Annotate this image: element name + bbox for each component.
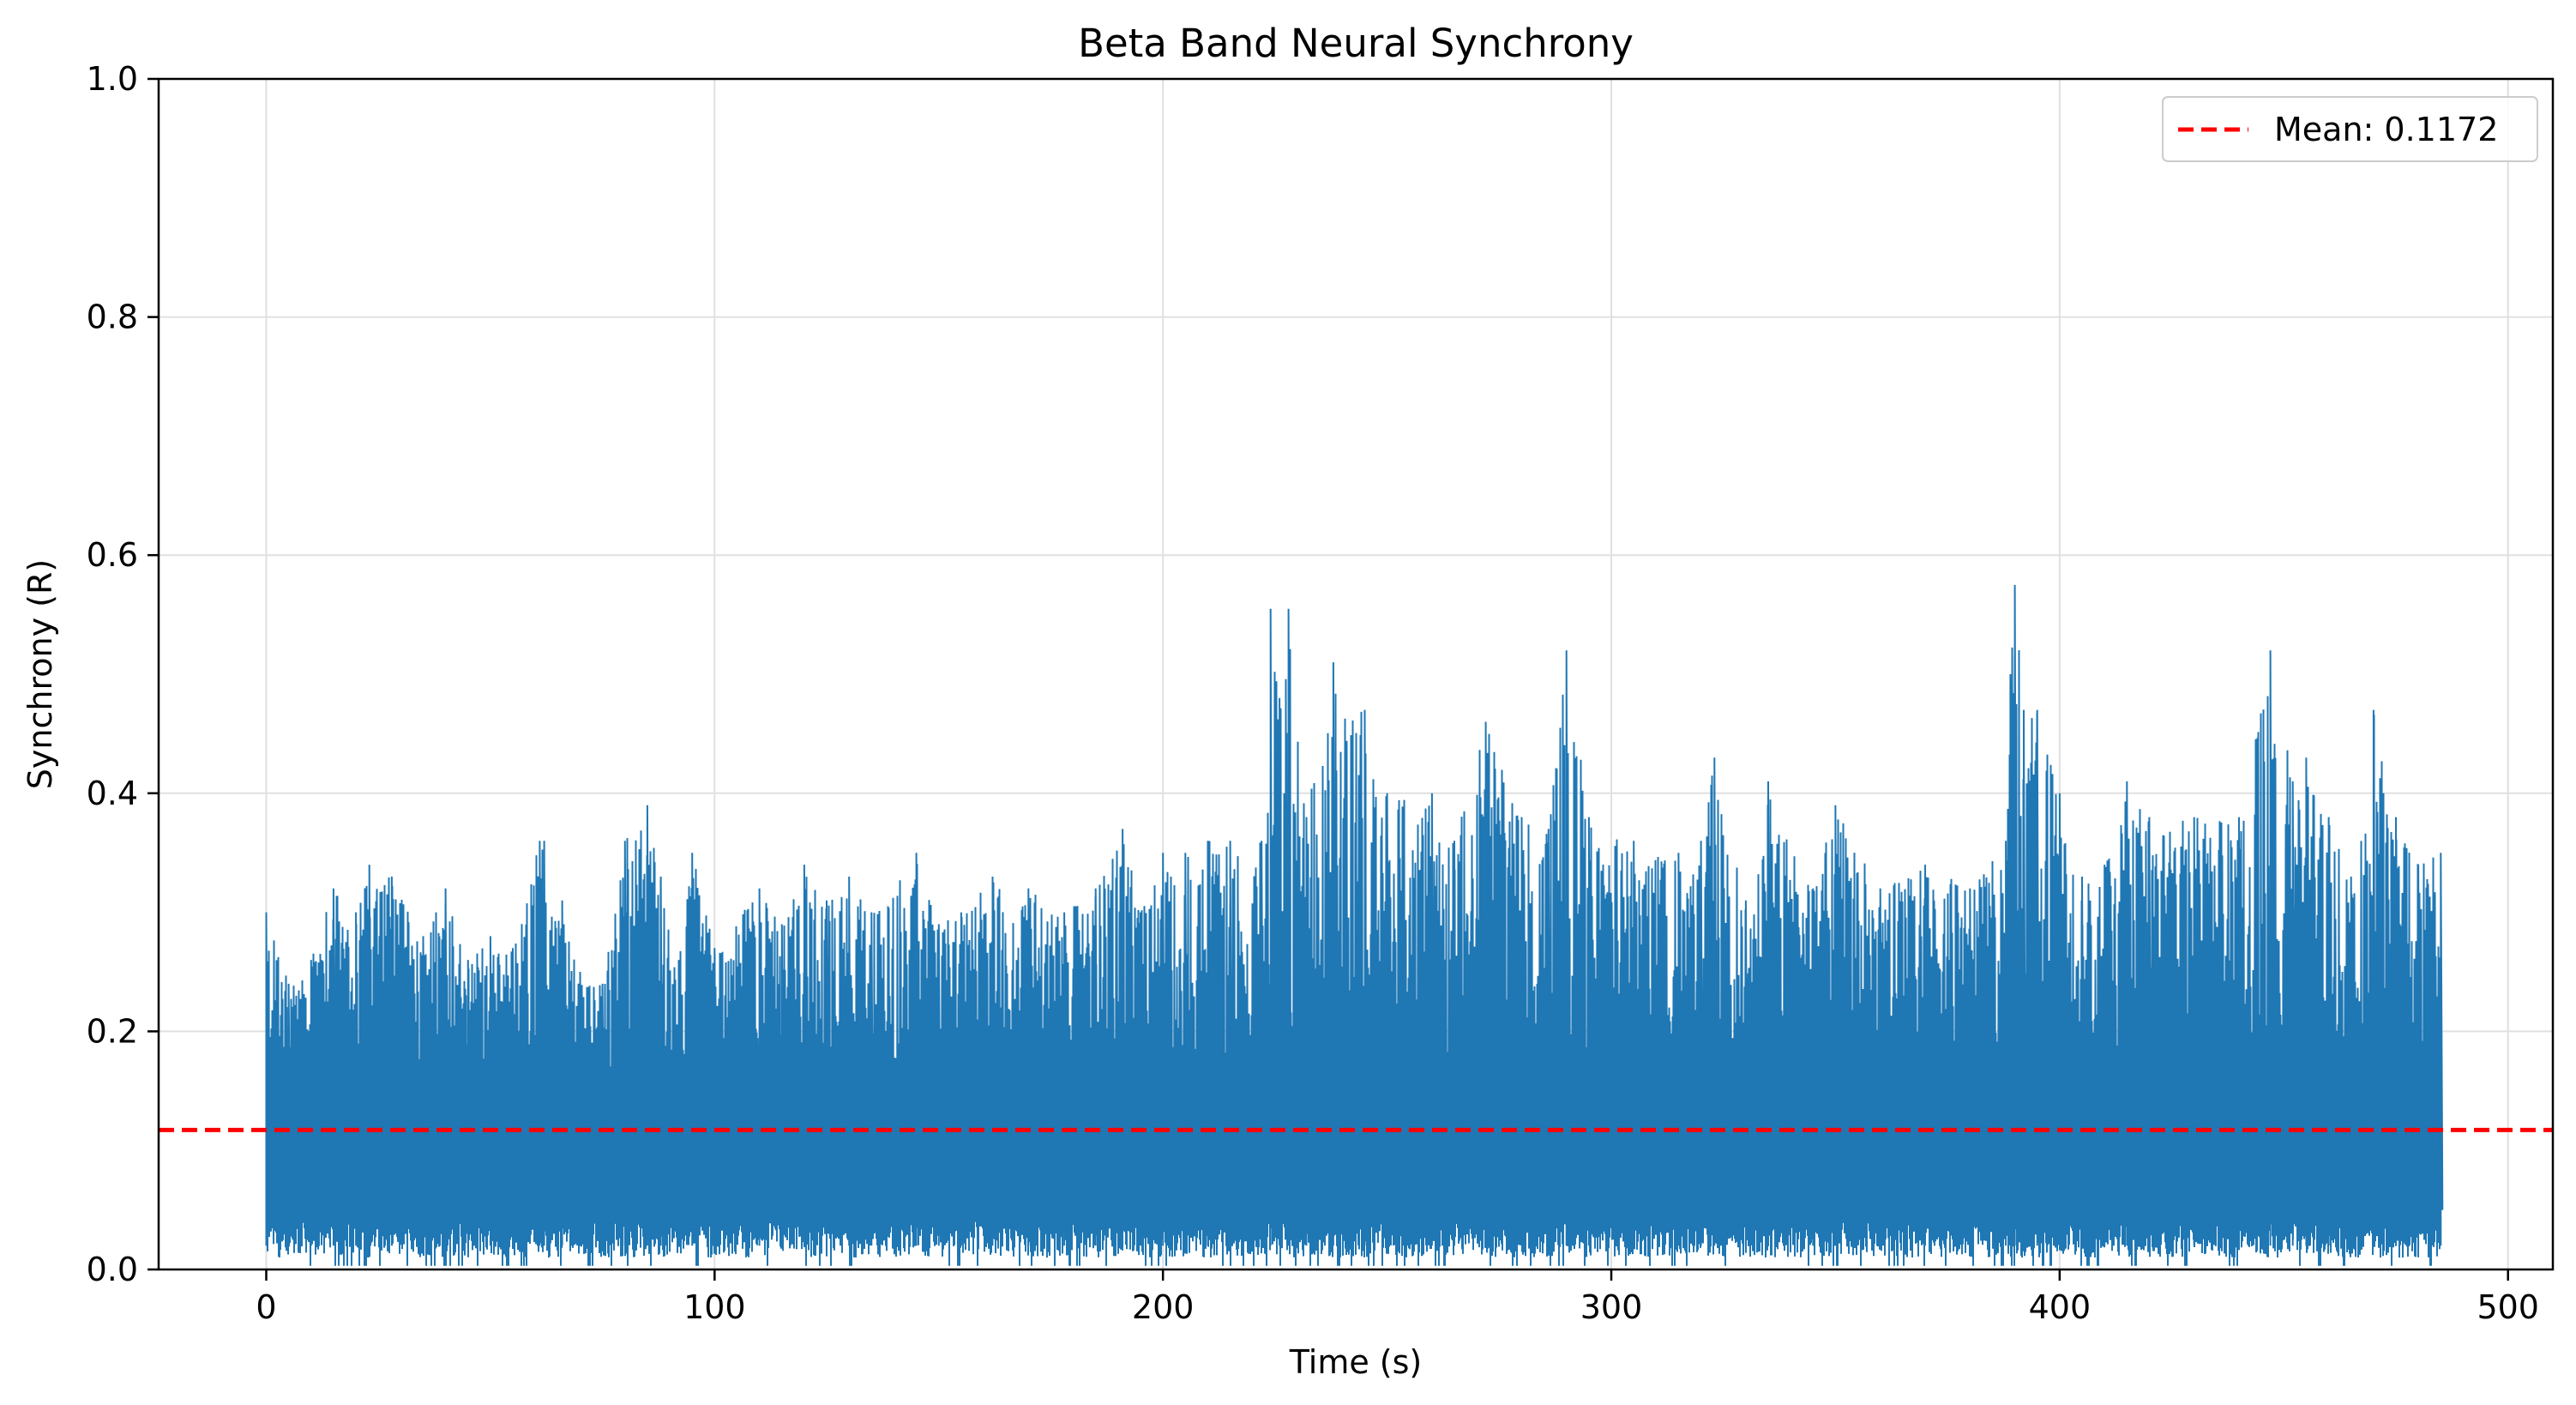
x-tick-label: 0: [256, 1288, 276, 1326]
x-tick-label: 300: [1580, 1288, 1643, 1326]
y-tick-label: 0.0: [87, 1251, 138, 1288]
y-tick-label: 1.0: [87, 60, 138, 98]
legend: Mean: 0.1172: [2162, 96, 2538, 162]
x-tick-label: 400: [2029, 1288, 2091, 1326]
x-tick-label: 100: [683, 1288, 746, 1326]
axes-frame: [157, 77, 2555, 1271]
y-tick-label: 0.2: [87, 1012, 138, 1050]
y-tick-label: 0.6: [87, 536, 138, 574]
series-line: [265, 584, 2444, 1266]
y-axis-label: Synchrony (R): [21, 559, 59, 789]
plot-area: [265, 584, 2444, 1266]
chart-title: Beta Band Neural Synchrony: [1078, 21, 1634, 66]
y-tick-label: 0.4: [87, 775, 138, 812]
y-axis: 0.0 0.2 0.4 0.6 0.8 1.0: [87, 60, 159, 1288]
x-tick-label: 500: [2477, 1288, 2539, 1326]
x-axis: 0 100 200 300 400 500: [256, 1269, 2539, 1326]
legend-box: [2162, 96, 2538, 162]
x-tick-label: 200: [1132, 1288, 1195, 1326]
y-tick-label: 0.8: [87, 298, 138, 336]
x-axis-label: Time (s): [1289, 1343, 1423, 1381]
legend-label-mean: Mean: 0.1172: [2274, 111, 2498, 148]
